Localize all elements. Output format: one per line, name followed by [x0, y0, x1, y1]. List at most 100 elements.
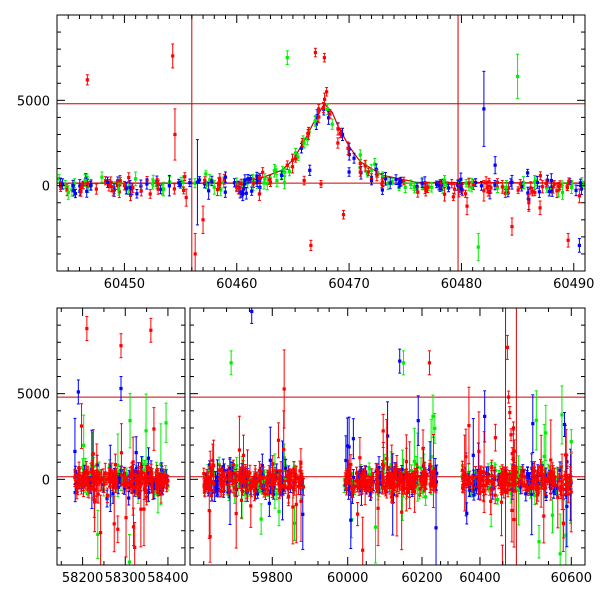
data-point-group — [61, 178, 65, 190]
data-point — [366, 170, 370, 174]
data-point — [85, 78, 89, 82]
data-point — [381, 175, 385, 179]
data-point-group — [537, 185, 541, 198]
data-point-group — [557, 181, 561, 192]
data-point — [153, 480, 157, 484]
data-point-group — [549, 173, 553, 188]
data-point — [526, 171, 530, 175]
data-point — [317, 107, 321, 111]
data-point-group — [510, 174, 514, 190]
data-point — [489, 186, 493, 190]
data-point — [409, 469, 414, 473]
data-point-group — [277, 497, 281, 527]
data-point-group — [150, 178, 155, 190]
data-point-group — [532, 174, 537, 190]
data-point — [560, 190, 565, 195]
data-point — [261, 170, 265, 174]
data-point-group — [66, 185, 70, 200]
data-point — [94, 187, 98, 191]
data-point-group — [171, 43, 175, 69]
data-point — [544, 473, 548, 477]
data-point-group — [251, 178, 256, 188]
data-point-group — [127, 533, 132, 565]
data-point — [415, 184, 419, 189]
data-point-group — [358, 149, 362, 161]
data-point-group — [79, 186, 83, 197]
data-point — [173, 132, 177, 137]
data-point — [262, 181, 266, 185]
data-point — [280, 173, 284, 178]
data-point — [530, 189, 535, 194]
data-point-group — [148, 189, 152, 199]
data-point — [330, 122, 334, 126]
data-point-group — [290, 153, 295, 167]
data-point-group — [402, 176, 406, 186]
data-point-group — [285, 160, 289, 170]
data-point — [564, 533, 568, 537]
data-point — [369, 168, 373, 173]
data-point — [516, 188, 520, 192]
data-point-group — [228, 457, 232, 525]
data-point — [493, 183, 497, 187]
data-point — [195, 180, 200, 184]
data-point — [476, 245, 480, 249]
data-point — [145, 182, 149, 186]
data-point-group — [330, 118, 334, 130]
data-point — [267, 501, 271, 505]
data-point — [349, 518, 353, 522]
data-point — [313, 50, 317, 55]
data-point-group — [280, 170, 284, 181]
data-point — [558, 552, 562, 556]
data-point-group — [128, 392, 132, 449]
data-point-group — [451, 192, 455, 201]
data-point — [578, 181, 583, 185]
data-point — [322, 56, 326, 60]
data-point — [117, 187, 121, 191]
data-point — [552, 182, 556, 186]
data-point-group — [472, 179, 476, 191]
data-point — [485, 185, 489, 189]
data-point — [150, 182, 155, 186]
data-point — [350, 479, 354, 483]
data-point-group — [195, 139, 200, 226]
data-point-group — [398, 177, 402, 188]
data-point — [124, 471, 128, 476]
data-point — [283, 170, 287, 174]
data-point-group — [255, 171, 259, 181]
data-point — [105, 478, 109, 482]
data-point — [538, 174, 542, 178]
data-point — [560, 182, 564, 186]
data-point — [345, 444, 349, 448]
data-point — [225, 474, 230, 478]
data-point — [506, 186, 511, 190]
data-point — [217, 462, 221, 466]
data-point — [566, 479, 570, 483]
data-point-group — [261, 167, 265, 178]
data-point — [177, 181, 181, 185]
data-point-group — [218, 176, 222, 188]
data-point — [235, 185, 239, 189]
data-point-group — [516, 186, 520, 194]
data-point — [566, 238, 570, 242]
data-point — [439, 182, 443, 186]
data-point — [530, 492, 534, 496]
data-point — [113, 462, 117, 467]
data-point-group — [423, 182, 427, 195]
data-point-group — [338, 127, 343, 139]
data-point — [470, 489, 474, 493]
data-point-group — [434, 488, 438, 565]
data-point-group — [162, 181, 166, 197]
data-point — [133, 490, 137, 494]
data-point — [544, 431, 548, 435]
data-point-group — [210, 175, 214, 187]
data-point-group — [493, 180, 497, 191]
data-point — [88, 480, 92, 485]
data-point — [172, 187, 176, 191]
data-point — [215, 475, 219, 480]
data-point — [178, 183, 182, 187]
data-point — [105, 180, 110, 184]
data-point-group — [403, 181, 407, 193]
data-point-group — [164, 402, 168, 444]
data-point — [433, 466, 437, 470]
data-point-group — [156, 183, 160, 195]
